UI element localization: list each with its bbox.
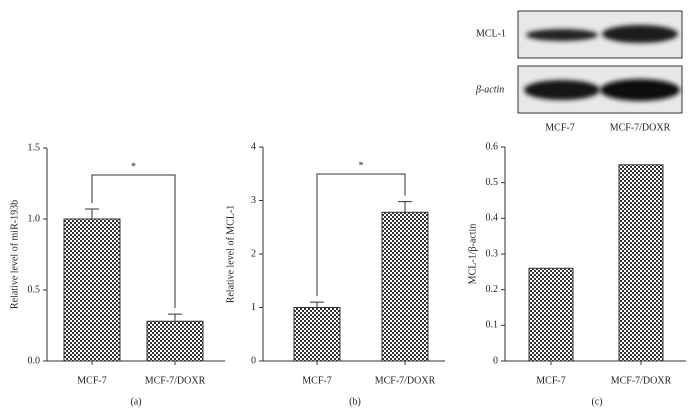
y-tick-label: 0.1 bbox=[486, 320, 499, 331]
error-bar bbox=[310, 301, 324, 308]
significance-label: * bbox=[131, 161, 136, 172]
x-tick-label: MCF-7 bbox=[77, 375, 106, 386]
bar bbox=[381, 211, 429, 362]
bar bbox=[146, 320, 204, 362]
blot-column-label: MCF-7/DOXR bbox=[610, 122, 671, 133]
y-tick-label: 0.5 bbox=[28, 284, 41, 295]
blot-band bbox=[526, 29, 598, 41]
caption: (b) bbox=[349, 396, 361, 407]
y-tick-label: 4 bbox=[251, 141, 256, 152]
y-axis-label: Relative level of miR-193b bbox=[9, 200, 20, 309]
y-tick-label: 2 bbox=[251, 248, 256, 259]
error-bar bbox=[85, 208, 99, 219]
y-tick-label: 0.4 bbox=[486, 213, 499, 224]
bar bbox=[293, 307, 341, 362]
error-bar bbox=[398, 201, 412, 213]
y-tick-label: 1.0 bbox=[28, 213, 41, 224]
y-tick-label: 0.5 bbox=[486, 177, 499, 188]
caption: (a) bbox=[130, 396, 141, 407]
x-tick-label: MCF-7 bbox=[302, 375, 331, 386]
blot-band bbox=[600, 79, 680, 101]
y-axis-label: Relative level of MCL-1 bbox=[225, 205, 236, 304]
y-tick-label: 0.6 bbox=[486, 141, 499, 152]
bar bbox=[528, 267, 574, 362]
caption: (c) bbox=[591, 396, 602, 407]
y-tick-label: 1 bbox=[251, 302, 256, 313]
error-bar bbox=[168, 313, 182, 322]
x-tick-label: MCF-7/DOXR bbox=[145, 375, 206, 386]
y-tick-label: 0 bbox=[493, 355, 498, 366]
blot-row-label: β-actin bbox=[475, 84, 504, 95]
significance-label: * bbox=[359, 160, 364, 171]
blot-row-label: MCL-1 bbox=[476, 28, 506, 39]
x-tick-label: MCF-7/DOXR bbox=[611, 375, 672, 386]
y-tick-label: 0 bbox=[251, 355, 256, 366]
significance-bracket bbox=[91, 174, 176, 309]
blot-column-label: MCF-7 bbox=[545, 122, 574, 133]
bar bbox=[63, 218, 121, 362]
bar bbox=[618, 164, 664, 362]
y-tick-label: 3 bbox=[251, 195, 256, 206]
x-tick-label: MCF-7 bbox=[536, 375, 565, 386]
x-tick-label: MCF-7/DOXR bbox=[375, 375, 436, 386]
y-tick-label: 0.0 bbox=[28, 355, 41, 366]
western-blot: MCL-1 β-actin MCF-7 MCF-7/DOXR bbox=[475, 10, 683, 133]
significance-bracket bbox=[316, 173, 406, 297]
blot-band bbox=[602, 25, 678, 43]
blot-band bbox=[524, 80, 600, 100]
y-tick-label: 0.2 bbox=[486, 284, 499, 295]
y-tick-label: 0.3 bbox=[486, 248, 499, 259]
y-tick-label: 1.5 bbox=[28, 142, 41, 153]
y-axis-label: MCL-1/β-actin bbox=[467, 224, 478, 285]
